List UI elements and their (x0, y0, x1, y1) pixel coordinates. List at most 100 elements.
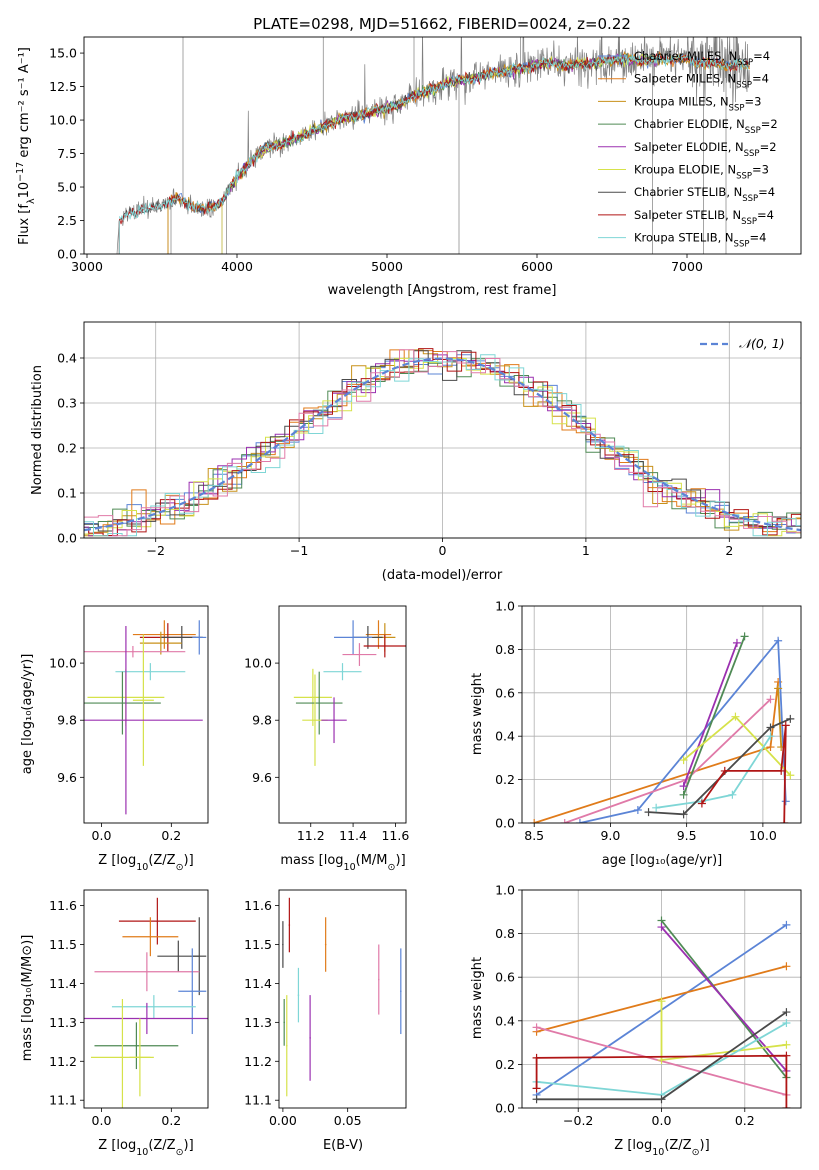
data-point (160, 642, 162, 644)
data-point (309, 1037, 311, 1039)
normal-curve (84, 357, 801, 532)
label-part: =2 (760, 140, 777, 154)
y-tick-label: 0.0 (57, 247, 77, 262)
y-tick-label: 0.0 (57, 531, 77, 546)
panel-5: 0.0 0.2 11.1 11.2 11.3 11.4 11.5 11.6 Z [log10(Z… (20, 889, 209, 1158)
y-tick-label: 0.8 (495, 642, 515, 657)
series-marker (575, 819, 584, 823)
label-part: SSP (737, 58, 753, 68)
x-tick-label: 6000 (521, 259, 553, 274)
x-axis-label: wavelength [Angstrom, rest frame] (328, 283, 557, 298)
label-part: =3 (744, 94, 761, 108)
y-axis-label: mass weight (470, 673, 485, 755)
data-point (181, 636, 183, 639)
series-marker (781, 721, 790, 730)
series-line-kroupa_stelib (656, 735, 772, 809)
axis-label: Z [log10(Z/Z⊙)] (98, 853, 193, 873)
label-part: Kroupa STELIB, N (634, 231, 734, 245)
axes-frame (521, 889, 802, 1109)
y-tick-label: 9.6 (252, 770, 272, 785)
y-tick-label: 7.5 (57, 146, 77, 161)
x-tick-label: 0.2 (161, 1113, 181, 1128)
plot-area (293, 620, 406, 766)
legend-entry: Salpeter ELODIE, NSSP=2 (634, 140, 777, 159)
series-marker (530, 819, 539, 823)
y-tick-label: 10.0 (49, 656, 77, 671)
y-tick-label: 11.4 (49, 976, 77, 991)
legend-entry: Kroupa ELODIE, NSSP=3 (634, 163, 769, 182)
label-part: Salpeter STELIB, N (634, 208, 741, 222)
y-tick-label: 9.8 (252, 713, 272, 728)
label-part: =4 (752, 72, 769, 86)
data-point (146, 970, 148, 973)
data-point (153, 1005, 155, 1008)
label-part: 10 (136, 862, 148, 873)
label-part: SSP (734, 240, 750, 250)
label-part: λ (26, 198, 37, 204)
label-part: Z [log (98, 853, 136, 868)
series-marker (657, 1095, 666, 1104)
y-axis-label: mass weight (470, 957, 485, 1039)
x-tick-label: 0.00 (269, 1113, 297, 1128)
series-line-kroupa_elodie (660, 1001, 787, 1062)
data-point (198, 636, 201, 639)
y-tick-label: 11.5 (244, 937, 272, 952)
series-marker (732, 638, 741, 647)
axes-frame (521, 605, 802, 824)
y-tick-label: 1.0 (495, 599, 515, 614)
y-tick-label: 11.3 (49, 1015, 77, 1030)
label-part: =4 (758, 185, 775, 199)
plot-area (84, 620, 207, 815)
data-point (142, 699, 145, 702)
y-tick-label: 0.0 (495, 816, 515, 831)
series-marker (782, 962, 791, 971)
data-point (400, 990, 402, 993)
legend-entry: Kroupa MILES, NSSP=3 (634, 94, 761, 113)
label-part: SSP (736, 81, 752, 91)
data-point (318, 702, 321, 704)
x-tick-label: 11.4 (339, 828, 367, 843)
label-part: ⊙ (388, 862, 396, 873)
panel-2: 0.0 0.2 9.6 9.8 10.0 Z [log10(Z/Z⊙)] age [log₁… (20, 605, 209, 873)
residual-histogram-salpeter_stelib (84, 348, 801, 536)
y-tick-label: 1.0 (495, 883, 515, 898)
y-tick-label: 0.6 (495, 685, 515, 700)
series-marker (679, 790, 688, 799)
x-tick-label: 9.0 (600, 828, 620, 843)
series-marker (633, 805, 642, 814)
x-tick-label: 11.6 (381, 828, 409, 843)
axes-frame (83, 36, 802, 255)
label-part: Salpeter MILES, N (634, 72, 736, 86)
plot-area (532, 916, 791, 1108)
data-point (314, 719, 316, 722)
label-part: SSP (742, 194, 758, 204)
data-point (191, 990, 194, 993)
x-tick-label: 0 (439, 543, 447, 558)
label-part: (Z/Z (664, 1138, 691, 1153)
series-marker (766, 723, 775, 732)
legend-entry: Salpeter MILES, NSSP=4 (634, 72, 769, 91)
series-marker (782, 1008, 791, 1017)
series-marker (532, 1023, 541, 1032)
legend-entry: Salpeter STELIB, NSSP=4 (634, 208, 774, 227)
label-part: 10 (136, 1147, 148, 1158)
label-part: erg cm⁻² s⁻¹ A⁻¹] (17, 47, 32, 162)
y-axis-label: mass [log₁₀(M/M⊙)] (20, 935, 35, 1062)
x-tick-label: 5000 (371, 259, 403, 274)
x-axis-label: age [log₁₀(age/yr)] (602, 853, 723, 868)
residual-histogram-salpeter_elodie (84, 354, 801, 537)
label-part: 10 (652, 1147, 664, 1158)
label-part: Flux [f (17, 204, 32, 245)
series-marker (679, 782, 688, 791)
data-point (377, 633, 380, 636)
series-marker (766, 732, 775, 741)
series-line-chabrier_miles (579, 638, 787, 823)
data-point (149, 670, 152, 673)
axes-frame (83, 605, 209, 824)
x-tick-label: 8.5 (524, 828, 544, 843)
label-part: SSP (729, 103, 745, 113)
y-tick-label: 0.4 (57, 351, 77, 366)
data-point (297, 994, 300, 996)
y-tick-label: 0.3 (57, 396, 77, 411)
